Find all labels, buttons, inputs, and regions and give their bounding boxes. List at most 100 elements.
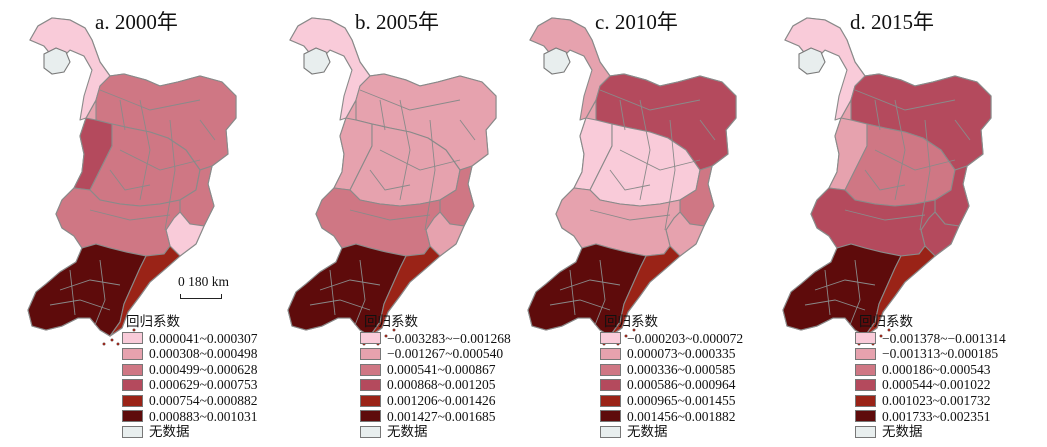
island [116, 342, 120, 346]
county-boundary [619, 99, 626, 131]
legend-label: 0.000965~0.001455 [627, 392, 736, 408]
legend-swatch [600, 332, 621, 345]
legend-label: 0.000544~0.001022 [882, 377, 991, 393]
legend-label: 0.001206~0.001426 [387, 392, 496, 408]
legend-item: 0.001023~0.001732 [855, 393, 1006, 409]
county-boundary [349, 209, 431, 221]
county-boundary [954, 119, 971, 141]
legend: 回归系数 −0.003283~−0.001268 −0.001267~0.000… [360, 314, 511, 440]
legend-label: 0.000629~0.000753 [149, 377, 258, 393]
no-data-region [798, 47, 826, 75]
county-boundary [119, 149, 201, 171]
legend-swatch [855, 332, 876, 345]
legend-swatch-no-data [360, 425, 381, 438]
choropleth-map [287, 17, 497, 346]
legend: 回归系数 0.000041~0.000307 0.000308~0.000498… [122, 314, 258, 440]
county-boundary [594, 259, 606, 326]
legend-swatch [600, 394, 621, 407]
legend-title: 回归系数 [126, 314, 180, 329]
county-boundary [569, 269, 576, 316]
legend-label: 0.000308~0.000498 [149, 346, 258, 362]
legend-label: −0.000203~0.000072 [627, 330, 744, 346]
county-boundary [329, 269, 336, 316]
legend-item: 0.000336~0.000585 [600, 362, 743, 378]
county-boundary [94, 259, 106, 326]
legend-item: 0.000041~0.000307 [122, 331, 258, 347]
choropleth-map [782, 17, 992, 346]
legend-label: 0.000586~0.000964 [627, 377, 736, 393]
scale-bar-line [180, 294, 222, 299]
legend-label: 0.000186~0.000543 [882, 361, 991, 377]
legend: 回归系数 −0.001378~−0.001314 −0.001313~0.000… [855, 314, 1006, 440]
legend-label: 0.000336~0.000585 [627, 361, 736, 377]
legend-swatch [855, 410, 876, 423]
county-boundary [854, 89, 956, 111]
legend-title: 回归系数 [604, 314, 658, 329]
region-coast [109, 245, 181, 337]
legend-item: 0.000586~0.000964 [600, 377, 743, 393]
legend-swatch [855, 363, 876, 376]
legend-item: 0.001427~0.001685 [360, 409, 511, 425]
legend-swatch-no-data [855, 425, 876, 438]
county-boundary [459, 119, 476, 141]
legend-swatch [360, 347, 381, 360]
region-coast [864, 245, 936, 337]
panel-title: d. 2015年 [850, 10, 934, 34]
island [102, 342, 106, 346]
county-boundary [619, 149, 701, 171]
county-boundary [609, 169, 651, 191]
legend-swatch [360, 410, 381, 423]
legend-item: 0.000965~0.001455 [600, 393, 743, 409]
county-boundary [379, 99, 386, 131]
county-boundary [699, 119, 716, 141]
county-boundary [864, 169, 906, 191]
legend-item: 0.001733~0.002351 [855, 409, 1006, 425]
legend-item: −0.003283~−0.001268 [360, 331, 511, 347]
island [132, 328, 136, 332]
legend-swatch [122, 394, 143, 407]
county-boundary [874, 149, 956, 171]
legend-label-no-data: 无数据 [149, 424, 190, 440]
scale-bar: 0 180 km [178, 274, 258, 304]
county-boundary [59, 279, 121, 291]
legend-item: −0.001378~−0.001314 [855, 331, 1006, 347]
county-boundary [99, 89, 201, 111]
county-boundary [424, 119, 436, 231]
county-boundary [109, 169, 151, 191]
legend-swatch [360, 379, 381, 392]
legend-label-no-data: 无数据 [627, 424, 668, 440]
legend-swatch-no-data [122, 425, 143, 438]
panel-title: b. 2005年 [355, 10, 439, 34]
legend-label: 0.001023~0.001732 [882, 392, 991, 408]
legend-label-no-data: 无数据 [387, 424, 428, 440]
county-boundary [844, 209, 926, 221]
county-boundary [589, 209, 671, 221]
no-data-region [543, 47, 571, 75]
county-boundary [804, 299, 866, 311]
map-panel-2000: a. 2000年 0 180 km 回归系数 0.000041~0.000307… [0, 0, 262, 447]
county-boundary [369, 169, 411, 191]
legend-swatch [360, 394, 381, 407]
legend-label: 0.000041~0.000307 [149, 330, 258, 346]
legend-title: 回归系数 [859, 314, 913, 329]
legend-item: −0.001267~0.000540 [360, 346, 511, 362]
legend-swatch [122, 332, 143, 345]
region-coast [369, 245, 441, 337]
legend-label: 0.000073~0.000335 [627, 346, 736, 362]
no-data-region [303, 47, 331, 75]
legend-item: −0.000203~0.000072 [600, 331, 743, 347]
legend-label: −0.001313~0.000185 [882, 346, 999, 362]
county-boundary [874, 99, 881, 131]
legend-item-no-data: 无数据 [360, 424, 511, 440]
legend-title: 回归系数 [364, 314, 418, 329]
county-boundary [359, 89, 461, 111]
map-panel-2015: d. 2015年 回归系数 −0.001378~−0.001314 −0.001… [755, 0, 1017, 447]
legend-label: 0.000499~0.000628 [149, 361, 258, 377]
legend-item-no-data: 无数据 [855, 424, 1006, 440]
legend-item: 0.000073~0.000335 [600, 346, 743, 362]
county-boundary [319, 279, 381, 291]
legend-swatch [122, 410, 143, 423]
panel-title: a. 2000年 [95, 10, 178, 34]
legend-item-no-data: 无数据 [600, 424, 743, 440]
legend-item: 0.000186~0.000543 [855, 362, 1006, 378]
